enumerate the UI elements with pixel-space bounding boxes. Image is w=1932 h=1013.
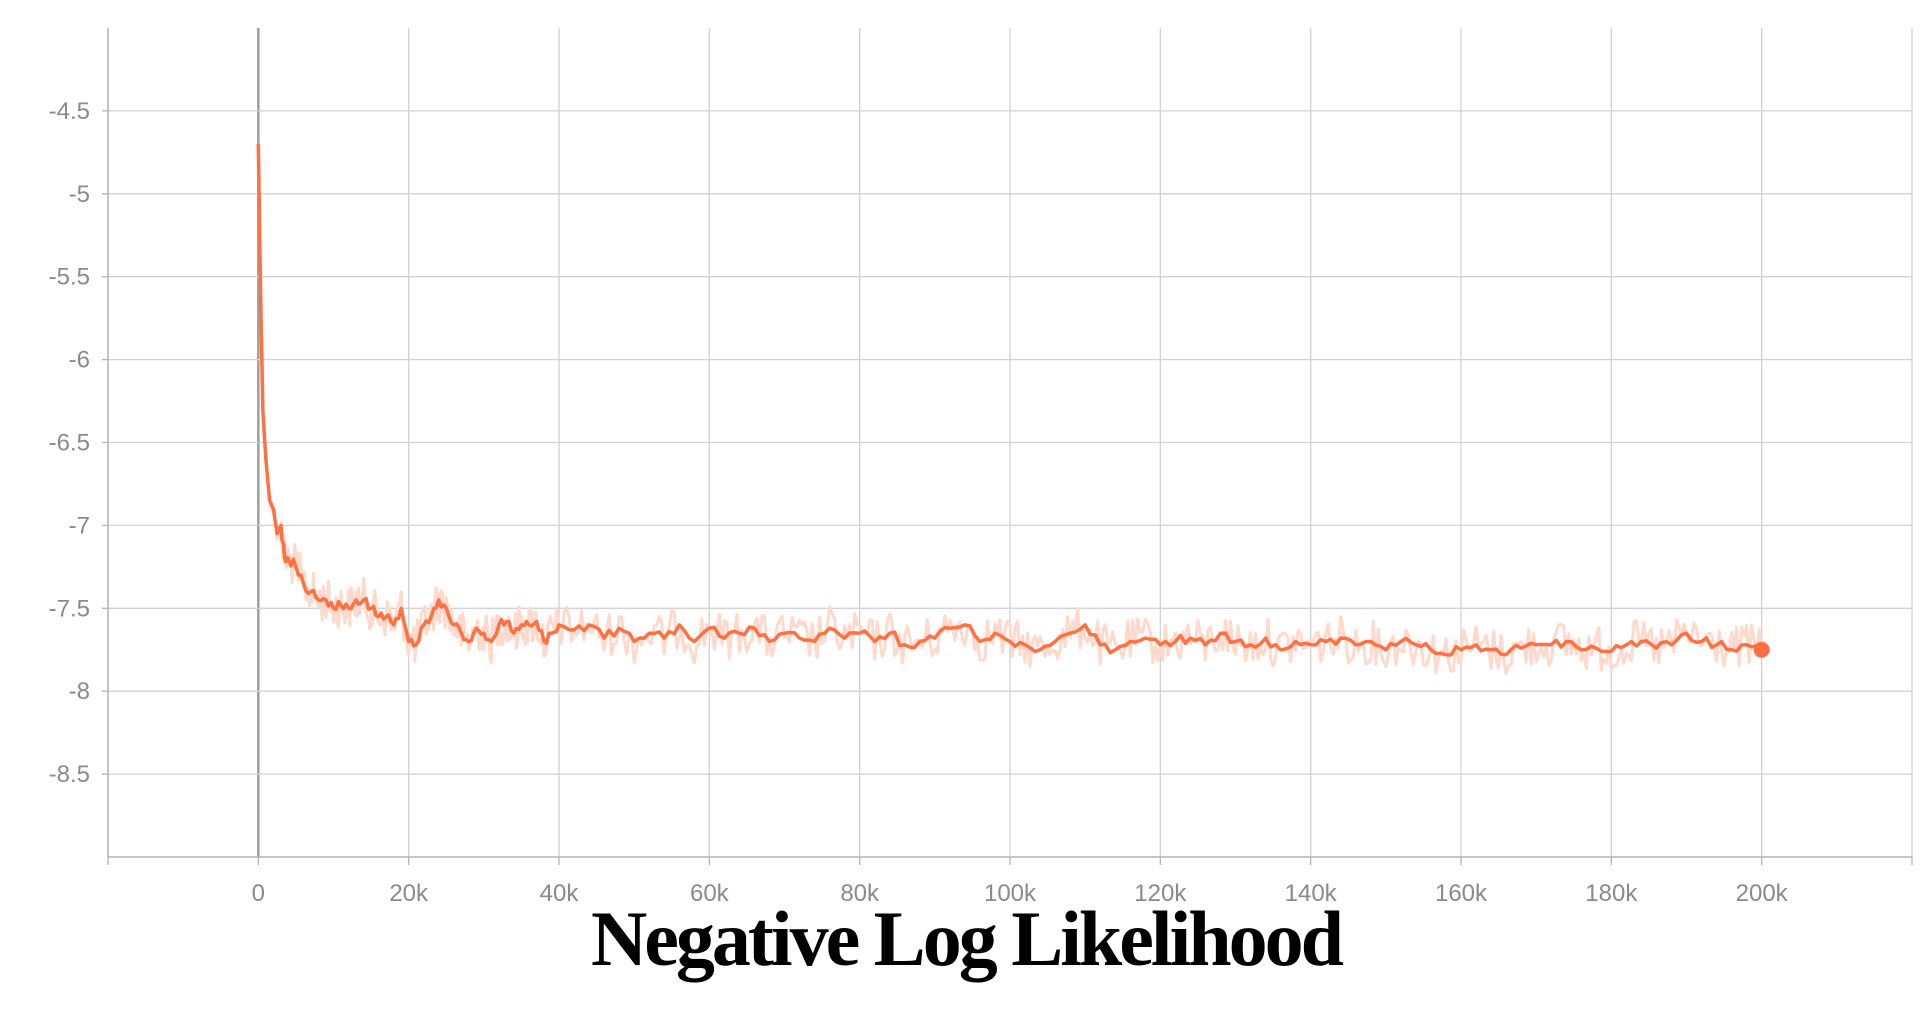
x-tick-label-8: 160k bbox=[1435, 880, 1488, 907]
x-tick-label-9: 180k bbox=[1585, 880, 1638, 907]
y-tick-label-1: -5 bbox=[69, 181, 90, 208]
x-tick-label-2: 40k bbox=[540, 880, 580, 907]
series-layer bbox=[256, 144, 1770, 676]
y-tick-label-2: -5.5 bbox=[49, 264, 90, 291]
grid-layer bbox=[107, 28, 1913, 857]
x-tick-label-7: 140k bbox=[1285, 880, 1338, 907]
chart-title: Negative Log Likelihood bbox=[590, 895, 1344, 982]
x-tick-label-6: 120k bbox=[1134, 880, 1187, 907]
x-tick-label-1: 20k bbox=[389, 880, 429, 907]
x-tick-label-5: 100k bbox=[984, 880, 1037, 907]
y-tick-label-8: -8.5 bbox=[49, 761, 90, 788]
x-tick-label-0: 0 bbox=[252, 880, 265, 907]
series-last-point-0 bbox=[1753, 641, 1770, 658]
y-tick-label-4: -6.5 bbox=[49, 430, 90, 457]
y-tick-label-6: -7.5 bbox=[49, 595, 90, 622]
x-tick-label-10: 200k bbox=[1736, 880, 1789, 907]
x-tick-label-3: 60k bbox=[690, 880, 730, 907]
y-tick-label-7: -8 bbox=[69, 678, 90, 705]
y-tick-label-3: -6 bbox=[69, 347, 90, 374]
tick-labels: 0 20k 40k 60k 80k 100k 120k 140k 160k 180k 200k -4.… bbox=[49, 98, 1789, 907]
x-tick-label-4: 80k bbox=[840, 880, 880, 907]
series-line-0 bbox=[256, 144, 1763, 657]
y-tick-label-5: -7 bbox=[69, 512, 90, 539]
axis-layer bbox=[102, 28, 1913, 865]
y-tick-label-0: -4.5 bbox=[49, 98, 90, 125]
